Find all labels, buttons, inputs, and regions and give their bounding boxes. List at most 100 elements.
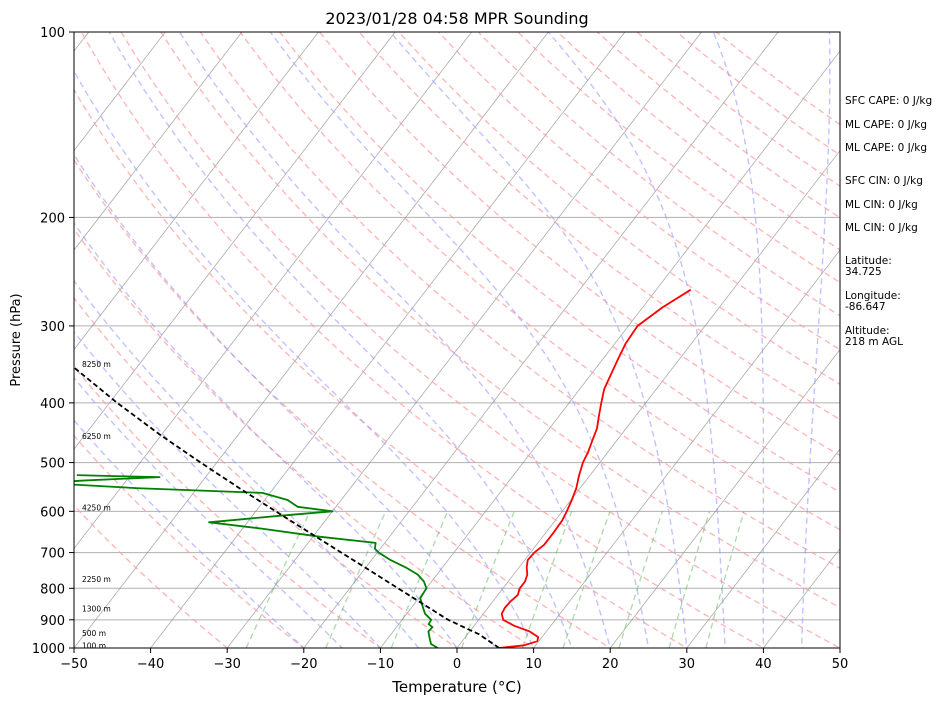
- isotherm-line: [533, 249, 840, 648]
- y-tick-label: 800: [40, 582, 65, 597]
- isotherm-line: [456, 149, 840, 648]
- y-tick-label: 700: [40, 547, 65, 562]
- height-label: 500 m: [82, 629, 106, 638]
- x-axis-label: Temperature (°C): [391, 678, 521, 696]
- moist-adiabat-line: [269, 32, 650, 648]
- dry-adiabat-line: [74, 297, 459, 648]
- plot-frame: [73, 31, 841, 649]
- location-line: 34.725: [845, 266, 882, 278]
- y-tick-label: 600: [40, 505, 65, 520]
- y-tick-label: 300: [40, 320, 65, 335]
- location-line: Altitude:: [845, 325, 890, 337]
- y-tick-label: 400: [40, 397, 65, 412]
- moist-adiabat-line: [74, 69, 535, 648]
- dry-adiabat-line: [80, 32, 765, 648]
- dry-adiabat-line: [437, 32, 840, 351]
- stat-line: SFC CIN: 0 J/kg: [845, 175, 923, 187]
- dry-adiabat-line: [74, 88, 689, 648]
- x-tick-label: 20: [602, 657, 619, 672]
- height-label: 1300 m: [82, 604, 111, 613]
- temperature-line: [499, 288, 692, 648]
- moist-adiabat-line: [712, 32, 765, 648]
- moist-adiabat-line: [389, 32, 688, 648]
- mixing-ratio-line: [562, 511, 611, 648]
- isotherm-line: [150, 32, 626, 648]
- dry-adiabat-line: [74, 434, 305, 648]
- height-label: 2250 m: [82, 575, 111, 584]
- x-tick-label: −30: [213, 657, 240, 672]
- location-line: Longitude:: [845, 290, 901, 302]
- mixing-ratio-line: [705, 511, 745, 648]
- dry-adiabat-line: [596, 32, 840, 219]
- mixing-ratio-line: [245, 511, 311, 648]
- dry-adiabat-line: [635, 32, 840, 187]
- isotherm-line: [74, 32, 320, 351]
- moist-adiabat-line: [547, 32, 726, 648]
- isotherm-line: [686, 448, 840, 648]
- moist-adiabat-line: [801, 32, 831, 648]
- isotherm-line: [74, 32, 473, 550]
- x-tick-label: 0: [453, 657, 461, 672]
- dry-adiabat-line: [74, 228, 535, 648]
- dry-adiabat-line: [160, 32, 840, 609]
- height-label: 8250 m: [82, 360, 111, 369]
- x-tick-label: −40: [137, 657, 164, 672]
- dry-adiabat-line: [556, 32, 840, 251]
- dry-adiabats: [74, 32, 840, 648]
- x-tick-label: 30: [679, 657, 696, 672]
- isotherm-line: [303, 32, 779, 648]
- moist-adiabat-line: [74, 419, 305, 648]
- location-line: -86.647: [845, 301, 886, 313]
- isobar-gridlines: [74, 216, 840, 621]
- isotherm-line: [74, 32, 166, 152]
- dry-adiabat-line: [278, 32, 840, 493]
- mixing-ratio-lines: [245, 511, 745, 648]
- isotherm-line: [226, 32, 703, 648]
- moist-adiabat-line: [179, 32, 611, 648]
- isotherm-line: [74, 32, 549, 648]
- moist-adiabat-line: [74, 153, 497, 648]
- location-line: Latitude:: [845, 255, 892, 267]
- dry-adiabat-line: [675, 32, 840, 156]
- moist-adiabat-line: [74, 376, 344, 648]
- height-label: 4250 m: [82, 503, 111, 512]
- dry-adiabat-line: [120, 32, 840, 648]
- dry-adiabat-line: [74, 365, 382, 648]
- x-tick-label: −20: [290, 657, 317, 672]
- dry-adiabat-line: [358, 32, 840, 421]
- mixing-ratio-line: [461, 511, 515, 648]
- sounding-series: [74, 288, 692, 648]
- y-tick-label: 900: [40, 614, 65, 629]
- mixing-ratio-line: [521, 511, 573, 648]
- stat-line: ML CAPE: 0 J/kg: [845, 142, 927, 154]
- sounding-info-panel: SFC CAPE: 0 J/kg ML CAPE: 0 J/kg ML CAPE: …: [845, 95, 932, 348]
- moist-adiabats: [74, 32, 831, 648]
- mixing-ratio-line: [668, 511, 711, 648]
- height-label: 6250 m: [82, 432, 111, 441]
- stat-line: ML CIN: 0 J/kg: [845, 222, 918, 234]
- isotherm-line: [74, 32, 396, 450]
- y-tick-label: 200: [40, 211, 65, 226]
- moist-adiabat-line: [74, 330, 382, 648]
- dewpoint-line: [74, 474, 439, 648]
- dry-adiabat-line: [74, 504, 229, 648]
- y-axis-label: Pressure (hPa): [9, 293, 24, 386]
- mixing-ratio-line: [618, 511, 664, 648]
- x-tick-label: 10: [525, 657, 542, 672]
- location-line: 218 m AGL: [845, 336, 903, 348]
- moist-adiabat-line: [74, 221, 458, 648]
- parcel-line: [74, 366, 500, 648]
- x-tick-label: −50: [60, 657, 87, 672]
- x-tick-label: −10: [367, 657, 394, 672]
- y-tick-label: 500: [40, 457, 65, 472]
- dry-adiabat-line: [477, 32, 840, 317]
- dry-adiabat-line: [516, 32, 840, 284]
- dry-adiabat-line: [199, 32, 840, 570]
- stat-line: ML CIN: 0 J/kg: [845, 199, 918, 211]
- mixing-ratio-line: [325, 511, 387, 648]
- stat-line: SFC CAPE: 0 J/kg: [845, 95, 932, 107]
- y-tick-label: 100: [40, 26, 65, 41]
- isotherm-line: [74, 32, 243, 251]
- dry-adiabat-line: [397, 32, 840, 386]
